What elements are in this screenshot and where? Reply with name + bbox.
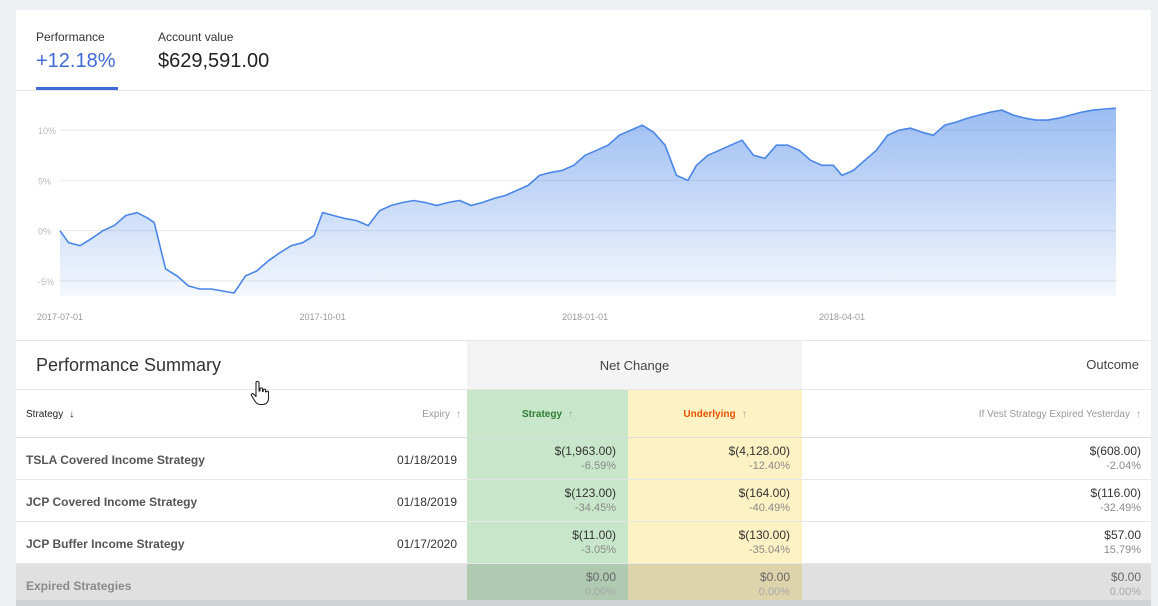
table-row[interactable]: TSLA Covered Income Strategy 01/18/2019 … bbox=[16, 438, 1151, 480]
percent: -2.04% bbox=[1106, 460, 1141, 472]
series-line bbox=[59, 107, 1117, 294]
x-tick-label: 2017-10-01 bbox=[300, 312, 346, 322]
col-net-strategy-header[interactable]: Strategy ↑ bbox=[467, 409, 628, 420]
amount: $(11.00) bbox=[572, 528, 616, 542]
col-expiry-label: Expiry bbox=[422, 409, 450, 420]
series-area bbox=[60, 108, 1116, 296]
row-outcome: $57.00 15.79% bbox=[941, 528, 1141, 556]
row-outcome: $(608.00) -2.04% bbox=[941, 444, 1141, 472]
col-vest-label: If Vest Strategy Expired Yesterday bbox=[978, 409, 1130, 420]
x-tick-label: 2018-01-01 bbox=[562, 312, 608, 322]
amount: $(116.00) bbox=[1090, 486, 1141, 500]
amount: $0.00 bbox=[759, 570, 790, 584]
hand-pointer-icon bbox=[250, 380, 270, 406]
amount: $57.00 bbox=[1104, 528, 1141, 542]
percent: 0.00% bbox=[1109, 586, 1141, 598]
active-tab-indicator bbox=[36, 87, 118, 90]
y-tick-label: 10% bbox=[38, 126, 56, 136]
percent: 0.00% bbox=[584, 586, 616, 598]
tab-performance-label: Performance bbox=[36, 30, 105, 44]
row-strategy-name: TSLA Covered Income Strategy bbox=[26, 453, 205, 467]
row-underlying-change: $(130.00) -35.04% bbox=[628, 528, 790, 556]
row-strategy-name: Expired Strategies bbox=[26, 579, 132, 593]
row-strategy-change: $(11.00) -3.05% bbox=[467, 528, 616, 556]
percent: -40.49% bbox=[749, 502, 790, 514]
performance-chart-svg: 10% 5% 0% -5% 2017-07-01 2017-10-01 2018-01-01… bbox=[37, 107, 1117, 322]
row-underlying-change: $(164.00) -40.49% bbox=[628, 486, 790, 514]
percent: -34.45% bbox=[575, 502, 616, 514]
percent: -12.40% bbox=[749, 460, 790, 472]
tab-performance[interactable]: Performance +12.18% bbox=[36, 30, 118, 90]
y-tick-label: -5% bbox=[38, 277, 54, 287]
sort-down-icon: ↓ bbox=[69, 409, 75, 420]
net-change-header: Net Change bbox=[467, 341, 802, 389]
col-expiry-header[interactable]: Expiry ↑ bbox=[422, 409, 461, 420]
sort-up-icon: ↑ bbox=[741, 409, 747, 420]
header-tabs: Performance +12.18% Account value $629,5… bbox=[16, 10, 1151, 91]
x-tick-label: 2018-04-01 bbox=[819, 312, 865, 322]
percent: -32.49% bbox=[1100, 502, 1141, 514]
row-underlying-change: $0.00 0.00% bbox=[628, 570, 790, 598]
tab-account-value[interactable]: Account value $629,591.00 bbox=[158, 30, 269, 73]
sort-up-icon: ↑ bbox=[1136, 409, 1141, 420]
performance-summary: Net Change Performance Summary Outcome S… bbox=[16, 340, 1151, 606]
col-underlying-label: Underlying bbox=[683, 409, 736, 420]
table-row-expired[interactable]: Expired Strategies $0.00 0.00% $0.00 0.00%… bbox=[16, 564, 1151, 606]
amount: $(123.00) bbox=[564, 486, 616, 500]
tab-account-label: Account value bbox=[158, 30, 234, 44]
col-strategy-label: Strategy bbox=[26, 409, 64, 420]
amount: $(164.00) bbox=[738, 486, 790, 500]
percent: -6.59% bbox=[581, 460, 616, 472]
table-row[interactable]: JCP Buffer Income Strategy 01/17/2020 $(… bbox=[16, 522, 1151, 564]
y-tick-label: 0% bbox=[38, 227, 51, 237]
sort-up-icon: ↑ bbox=[568, 409, 573, 420]
percent: -35.04% bbox=[749, 544, 790, 556]
table-row[interactable]: JCP Covered Income Strategy 01/18/2019 $… bbox=[16, 480, 1151, 522]
amount: $0.00 bbox=[585, 570, 616, 584]
row-outcome: $(116.00) -32.49% bbox=[941, 486, 1141, 514]
row-strategy-change: $0.00 0.00% bbox=[467, 570, 616, 598]
row-expiry: 01/18/2019 bbox=[396, 453, 457, 467]
amount: $(4,128.00) bbox=[728, 444, 790, 458]
percent: 0.00% bbox=[758, 586, 790, 598]
row-expiry: 01/18/2019 bbox=[396, 495, 457, 509]
amount: $(1,963.00) bbox=[554, 444, 616, 458]
amount: $0.00 bbox=[1110, 570, 1141, 584]
amount: $(608.00) bbox=[1089, 444, 1141, 458]
row-expiry: 01/17/2020 bbox=[396, 537, 457, 551]
summary-title: Performance Summary bbox=[36, 355, 222, 375]
row-strategy-name: JCP Buffer Income Strategy bbox=[26, 537, 185, 551]
tab-performance-value: +12.18% bbox=[36, 50, 116, 72]
row-underlying-change: $(4,128.00) -12.40% bbox=[628, 444, 790, 472]
performance-card: Performance +12.18% Account value $629,5… bbox=[16, 10, 1151, 606]
row-strategy-change: $(1,963.00) -6.59% bbox=[467, 444, 616, 472]
x-tick-label: 2017-07-01 bbox=[37, 312, 83, 322]
row-strategy-change: $(123.00) -34.45% bbox=[467, 486, 616, 514]
col-vest-header[interactable]: If Vest Strategy Expired Yesterday ↑ bbox=[979, 409, 1141, 420]
row-outcome: $0.00 0.00% bbox=[941, 570, 1141, 598]
sort-up-icon: ↑ bbox=[456, 409, 461, 420]
table-header: Strategy ↓ Expiry ↑ Strategy ↑ Underlying ↑ … bbox=[16, 389, 1151, 438]
col-strategy-header[interactable]: Strategy ↓ bbox=[26, 409, 74, 420]
percent: 15.79% bbox=[1103, 544, 1141, 556]
outcome-header: Outcome bbox=[1086, 357, 1139, 372]
col-underlying-header[interactable]: Underlying ↑ bbox=[628, 409, 802, 420]
row-strategy-name: JCP Covered Income Strategy bbox=[26, 495, 198, 509]
tab-account-value-amount: $629,591.00 bbox=[158, 50, 270, 72]
amount: $(130.00) bbox=[738, 528, 790, 542]
col-net-strategy-label: Strategy bbox=[521, 409, 562, 420]
y-tick-label: 5% bbox=[38, 176, 51, 186]
percent: -3.05% bbox=[581, 544, 616, 556]
performance-chart[interactable]: 10% 5% 0% -5% 2017-07-01 2017-10-01 2018-01-01… bbox=[16, 92, 1151, 340]
